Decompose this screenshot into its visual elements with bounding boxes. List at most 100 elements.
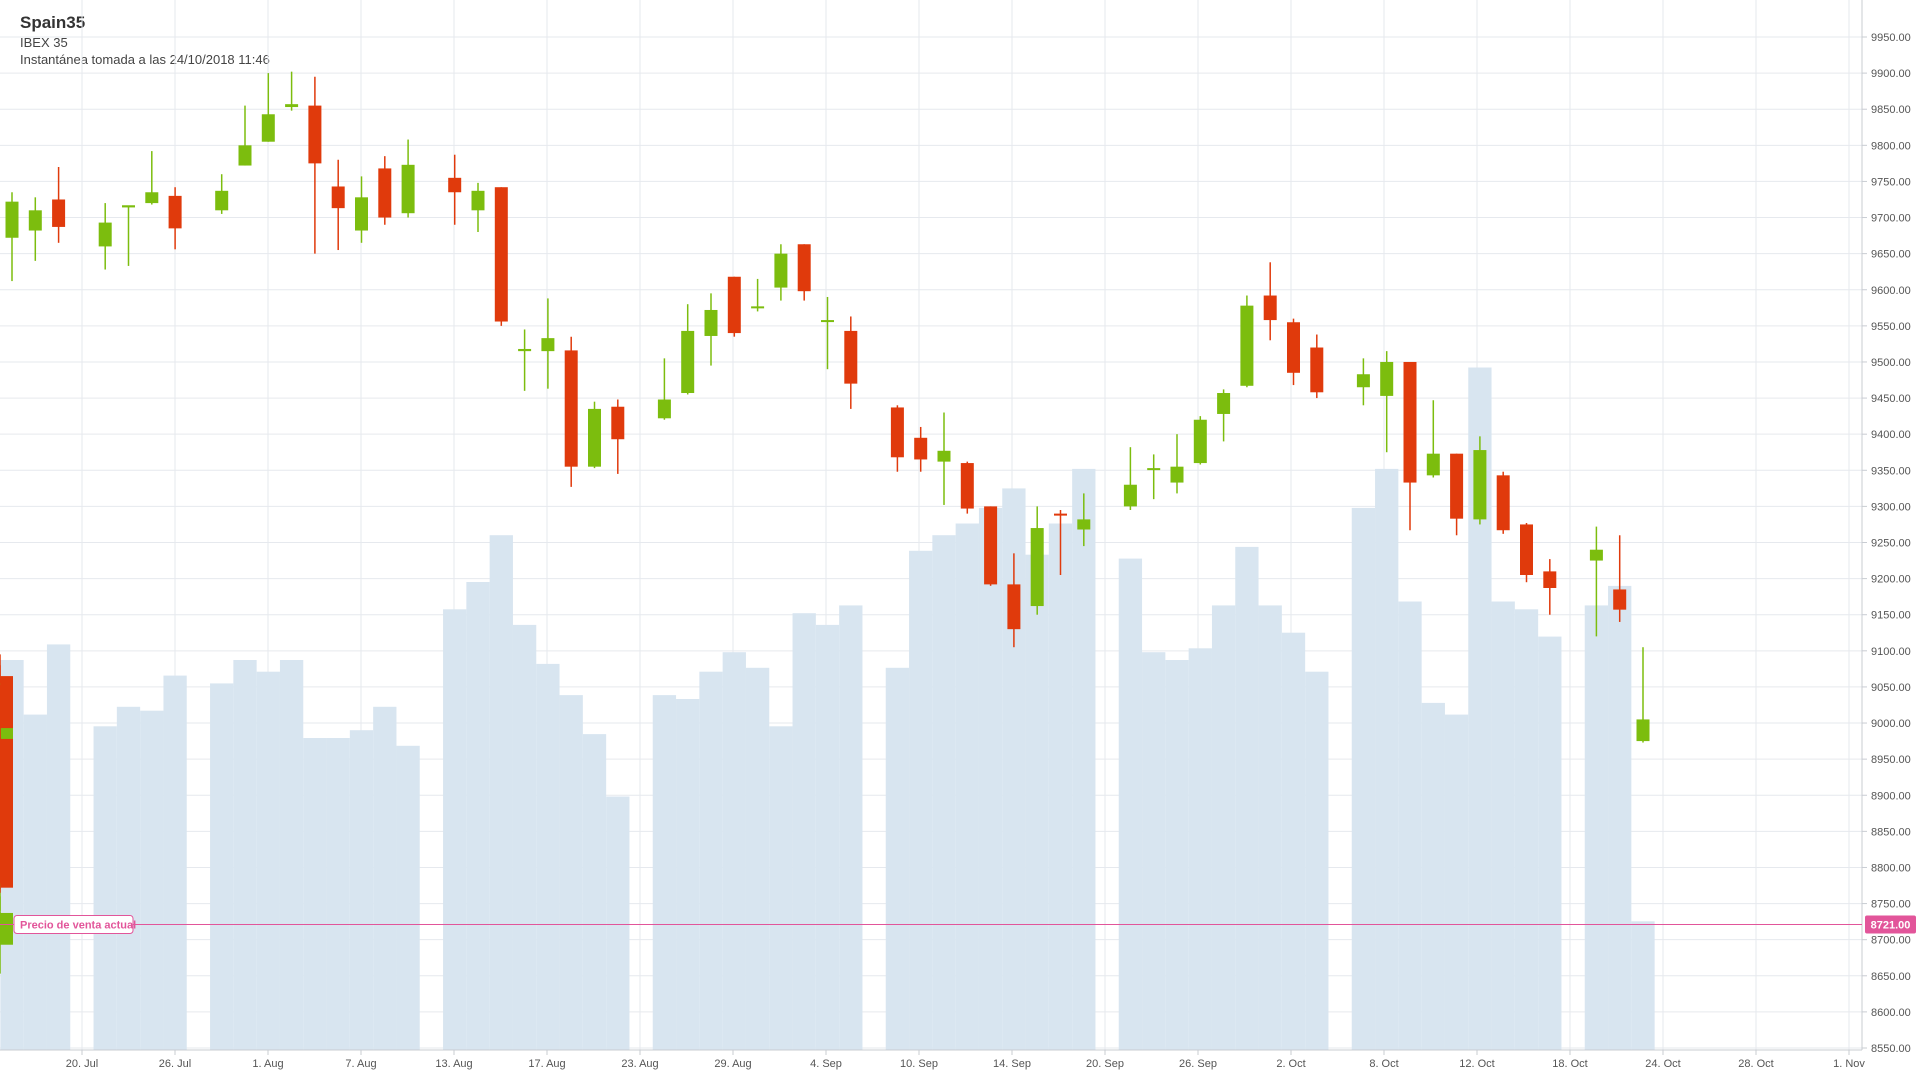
price-tick-label: 8850.00 [1871, 826, 1911, 838]
date-tick-label: 2. Oct [1276, 1058, 1305, 1070]
bid-price-box [1865, 915, 1916, 934]
candle-body [52, 199, 66, 227]
volume-bar [909, 550, 933, 1050]
candle-body [1426, 453, 1440, 476]
candle-body [378, 168, 392, 218]
volume-bar [1608, 585, 1632, 1050]
candle-body [0, 924, 13, 927]
chart-title: Spain35 [20, 13, 86, 32]
bid-label-box [13, 915, 134, 935]
candle-body [1589, 549, 1603, 561]
price-tick-label: 8650.00 [1871, 971, 1911, 983]
price-tick-label: 9050.00 [1871, 682, 1911, 694]
candle-body [494, 187, 508, 322]
candle-body [914, 437, 928, 460]
volume-bar [1048, 523, 1073, 1050]
candle-body [564, 350, 578, 467]
price-tick-label: 8700.00 [1871, 935, 1911, 947]
volume-bar [1281, 632, 1306, 1050]
candle-body [215, 190, 229, 211]
date-tick-label: 20. Jul [66, 1058, 98, 1070]
volume-bar [1584, 605, 1609, 1050]
candle-body [0, 684, 13, 729]
price-tick-label: 9250.00 [1871, 538, 1911, 550]
date-tick-label: 17. Aug [528, 1058, 565, 1070]
volume-bar [116, 706, 141, 1050]
volume-bar [1398, 601, 1422, 1050]
candle-body [1520, 524, 1533, 575]
candle-body [355, 197, 368, 231]
date-tick-label: 26. Sep [1179, 1058, 1217, 1070]
candle-body [1380, 361, 1394, 396]
date-tick-label: 12. Oct [1459, 1058, 1494, 1070]
candle-body [984, 506, 998, 585]
price-tick-label: 9800.00 [1871, 140, 1911, 152]
volume-bar [1235, 546, 1259, 1050]
volume-bar [1491, 601, 1515, 1050]
candle-body [308, 105, 322, 164]
volume-bar [955, 523, 979, 1050]
candle-body [890, 407, 904, 458]
price-tick-label: 8550.00 [1871, 1043, 1911, 1055]
date-tick-label: 7. Aug [345, 1058, 376, 1070]
price-tick-label: 9000.00 [1871, 718, 1911, 730]
volume-bar [1025, 554, 1049, 1050]
price-tick-label: 8800.00 [1871, 862, 1911, 874]
candle-body [168, 195, 182, 229]
price-tick-label: 9300.00 [1871, 501, 1911, 513]
candle-body [751, 306, 765, 309]
volume-bar [1072, 468, 1096, 1050]
price-tick-label: 9350.00 [1871, 465, 1911, 477]
date-tick-label: 29. Aug [714, 1058, 751, 1070]
volume-bar [1258, 605, 1282, 1050]
date-tick-label: 26. Jul [159, 1058, 191, 1070]
bid-price-text: 8721.00 [1871, 920, 1911, 932]
volume-bar [512, 624, 537, 1050]
candle-body [1613, 589, 1627, 610]
date-tick-label: 20. Sep [1086, 1058, 1124, 1070]
candle-body [1543, 571, 1557, 588]
volume-bar [815, 624, 840, 1050]
candle-body [937, 450, 951, 462]
price-tick-label: 8950.00 [1871, 754, 1911, 766]
volume-bar [1421, 702, 1445, 1050]
price-tick-label: 9150.00 [1871, 610, 1911, 622]
candle-body [261, 114, 275, 142]
volume-bar [466, 582, 490, 1050]
volume-bar [1211, 605, 1236, 1050]
candle-body [1170, 466, 1184, 483]
candle-body [1147, 468, 1161, 471]
candle-body [1356, 374, 1370, 388]
volume-bar [559, 695, 583, 1050]
candle-body [821, 320, 834, 323]
volume-bar [652, 695, 677, 1050]
volume-bar [1118, 558, 1143, 1050]
volume-bar [699, 671, 723, 1050]
volume-bar [1305, 671, 1329, 1050]
date-tick-label: 10. Sep [900, 1058, 938, 1070]
volume-bar [93, 726, 117, 1050]
candle-body [1496, 475, 1510, 531]
volume-bar [978, 507, 1003, 1050]
volume-bar [1631, 921, 1655, 1050]
volume-bar [745, 667, 770, 1050]
candle-body [1123, 484, 1137, 507]
price-tick-label: 9400.00 [1871, 429, 1911, 441]
volume-bar [303, 738, 327, 1050]
volume-bar [279, 660, 304, 1050]
volume-bar [536, 663, 560, 1050]
volume-bar [233, 660, 257, 1050]
price-tick-label: 9450.00 [1871, 393, 1911, 405]
candle-body [1310, 347, 1324, 393]
volume-bar [1538, 636, 1562, 1050]
candles [0, 71, 1650, 974]
volume-bar [256, 671, 280, 1050]
price-tick-label: 9200.00 [1871, 574, 1911, 586]
price-tick-label: 9950.00 [1871, 32, 1911, 44]
candle-body [518, 348, 532, 352]
volume-bar [210, 683, 234, 1050]
candle-body [1450, 453, 1464, 519]
volume-bars [0, 367, 1655, 1050]
price-tick-label: 9100.00 [1871, 646, 1911, 658]
